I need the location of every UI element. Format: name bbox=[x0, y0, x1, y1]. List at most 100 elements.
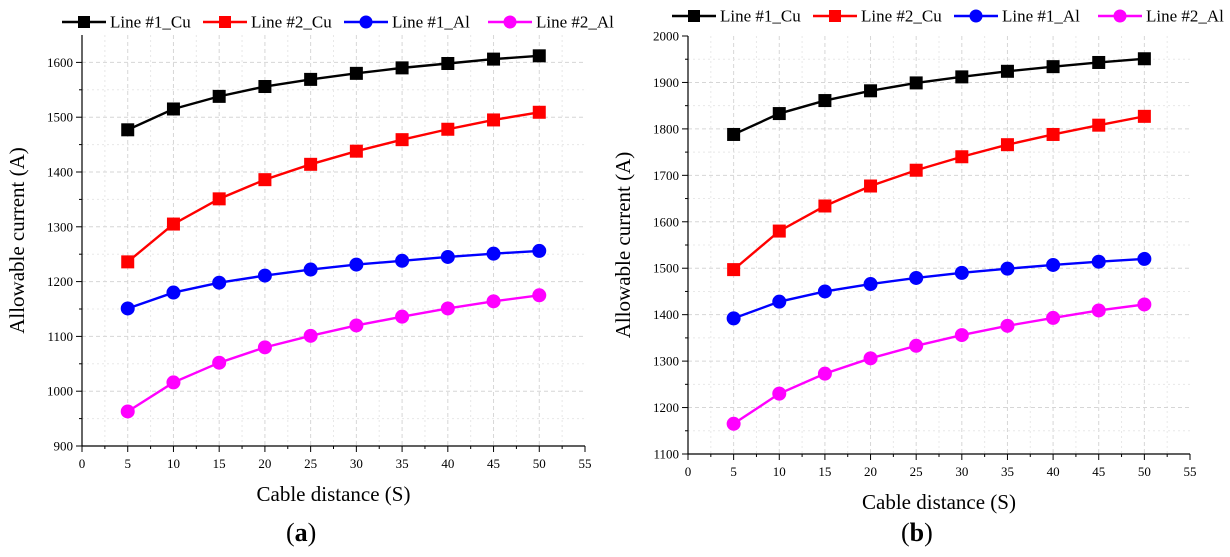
chart-b-legend-marker bbox=[688, 10, 700, 22]
chart-b-data-point bbox=[1046, 257, 1061, 272]
chart-b-y-tick-label: 1900 bbox=[653, 75, 679, 90]
chart-b-series-line-1-al bbox=[726, 251, 1152, 326]
chart-a-data-point bbox=[395, 309, 410, 324]
chart-b-data-point bbox=[1000, 261, 1015, 276]
chart-a-x-tick-label: 55 bbox=[579, 456, 592, 471]
chart-a-series-line bbox=[127, 249, 540, 310]
chart-b-series-line bbox=[732, 115, 1145, 271]
chart-b-series-line-2-al bbox=[726, 297, 1152, 431]
chart-a-y-tick-label: 1500 bbox=[47, 110, 73, 125]
panel-label-a: (a) bbox=[286, 518, 317, 547]
chart-b-x-tick-label: 10 bbox=[773, 464, 786, 479]
chart-a-series-line-1-cu bbox=[121, 49, 546, 137]
chart-a-data-point bbox=[532, 288, 547, 303]
chart-a-series-line-1-al bbox=[120, 243, 547, 316]
chart-b-x-tick-label: 55 bbox=[1184, 464, 1197, 479]
chart-a-y-tick-label: 1400 bbox=[47, 165, 73, 180]
chart-b-data-point bbox=[772, 107, 786, 121]
chart-b-series-line bbox=[733, 257, 1145, 320]
chart-a-series-line-2-al bbox=[120, 288, 547, 419]
chart-a-data-point bbox=[303, 262, 318, 277]
chart-a-data-point bbox=[212, 355, 227, 370]
chart-a-y-tick-label: 1000 bbox=[47, 384, 73, 399]
chart-b-data-point bbox=[909, 163, 923, 177]
chart-a-data-point bbox=[258, 80, 272, 94]
chart-a-data-point bbox=[166, 217, 180, 231]
chart-b-legend-marker bbox=[969, 9, 983, 23]
chart-b-series-line bbox=[733, 57, 1145, 136]
chart-a-series-line bbox=[127, 54, 540, 131]
chart-a-x-tick-label: 50 bbox=[533, 456, 546, 471]
chart-b-data-point bbox=[864, 84, 878, 98]
chart-b-y-tick-label: 1700 bbox=[653, 168, 679, 183]
chart-a-data-point bbox=[395, 61, 409, 75]
chart-b-data-point bbox=[818, 199, 832, 213]
chart-b-x-tick-label: 20 bbox=[864, 464, 877, 479]
chart-a-data-point bbox=[486, 294, 501, 309]
chart-b-series-line-2-cu bbox=[727, 109, 1151, 277]
chart-a-x-axis-title: Cable distance (S) bbox=[257, 482, 411, 506]
chart-b-data-point bbox=[1137, 109, 1151, 123]
chart-a-x-tick-label: 10 bbox=[167, 456, 180, 471]
chart-b-y-tick-label: 1800 bbox=[653, 121, 679, 136]
chart-a-data-point bbox=[441, 122, 455, 136]
chart-b-legend-label: Line #1_Al bbox=[1002, 7, 1080, 26]
chart-a-svg: 0 5 10 15 20 25 30 35 40 45 50 55 900 1000 1100 1200 130… bbox=[5, 13, 614, 507]
chart-a-grid bbox=[82, 35, 585, 446]
chart-b-legend-marker bbox=[1113, 9, 1127, 23]
chart-a-legend-label: Line #1_Al bbox=[392, 13, 470, 32]
chart-b-data-point bbox=[954, 265, 969, 280]
chart-b-x-tick-label: 45 bbox=[1092, 464, 1105, 479]
chart-a-y-tick-label: 1600 bbox=[47, 55, 73, 70]
chart-b-data-point bbox=[727, 127, 741, 141]
chart-b-y-tick-label: 2000 bbox=[653, 29, 679, 44]
chart-a-data-point bbox=[487, 113, 501, 127]
chart-a-data-point bbox=[440, 249, 455, 264]
chart-a-data-point bbox=[395, 133, 409, 147]
chart-b-x-tick-label: 30 bbox=[955, 464, 968, 479]
chart-a-y-tick-label: 1100 bbox=[47, 329, 73, 344]
chart-b-y-axis-title: Allowable current (A) bbox=[615, 152, 635, 339]
chart-b-data-point bbox=[1000, 318, 1015, 333]
chart-a-data-point bbox=[532, 49, 546, 63]
chart-a-data-point bbox=[304, 157, 318, 171]
chart-a-series-line bbox=[127, 294, 540, 413]
chart-a-data-point bbox=[166, 102, 180, 116]
chart-b-legend-label: Line #2_Cu bbox=[861, 7, 942, 26]
chart-a-legend-marker bbox=[78, 16, 90, 28]
chart-a-x-tick-label: 35 bbox=[396, 456, 409, 471]
chart-b-legend-label: Line #1_Cu bbox=[720, 7, 801, 26]
chart-a-data-point bbox=[349, 144, 363, 158]
chart-b-data-point bbox=[772, 294, 787, 309]
chart-a-legend-marker bbox=[359, 15, 373, 29]
chart-a-data-point bbox=[257, 340, 272, 355]
chart-a-data-point bbox=[349, 318, 364, 333]
chart-a-legend: Line #1_Cu Line #2_Cu Line #1_Al Line #2_Al bbox=[62, 13, 614, 32]
chart-a-legend-label: Line #1_Cu bbox=[110, 13, 191, 32]
chart-a-data-point bbox=[486, 246, 501, 261]
chart-panel-a: 0 5 10 15 20 25 30 35 40 45 50 55 900 1000 1100 1200 130… bbox=[5, 13, 614, 548]
chart-b-legend: Line #1_Cu Line #2_Cu Line #1_Al Line #2_Al bbox=[672, 7, 1224, 26]
chart-a-y-axis-title: Allowable current (A) bbox=[5, 147, 29, 334]
chart-b-data-point bbox=[1091, 254, 1106, 269]
chart-b-data-point bbox=[1046, 127, 1060, 141]
chart-b-x-tick-label: 5 bbox=[730, 464, 737, 479]
chart-b-y-tick-label: 1500 bbox=[653, 261, 679, 276]
chart-b-y-tick-label: 1200 bbox=[653, 400, 679, 415]
chart-b-data-point bbox=[1137, 52, 1151, 66]
chart-a-data-point bbox=[121, 123, 135, 137]
panel-label-b: (b) bbox=[901, 518, 933, 547]
chart-a-x-tick-label: 15 bbox=[213, 456, 226, 471]
chart-b-y-tick-label: 1600 bbox=[653, 214, 679, 229]
chart-b-x-tick-label: 25 bbox=[910, 464, 923, 479]
chart-b-data-point bbox=[909, 270, 924, 285]
chart-b-data-point bbox=[954, 328, 969, 343]
chart-a-data-point bbox=[349, 66, 363, 80]
chart-a-x-tick-label: 45 bbox=[487, 456, 500, 471]
chart-b-data-point bbox=[909, 338, 924, 353]
chart-b-data-point bbox=[955, 70, 969, 84]
chart-a-x-tick-label: 20 bbox=[258, 456, 271, 471]
chart-a-legend-marker bbox=[219, 16, 231, 28]
chart-b-data-point bbox=[817, 366, 832, 381]
chart-a-y-tick-label: 1300 bbox=[47, 219, 73, 234]
